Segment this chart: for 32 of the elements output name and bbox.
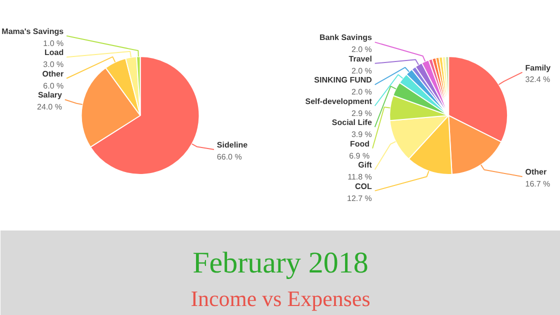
data-label: 24.0 % (37, 102, 62, 112)
data-label: 6.9 % (349, 151, 370, 160)
slice-label: Other (42, 69, 64, 78)
data-label: 2.0 % (351, 88, 372, 97)
slice-label: COL (355, 182, 372, 191)
slice-label: Mama's Savings (2, 26, 64, 36)
text: February 2018 (192, 246, 368, 280)
data-label: 2.0 % (351, 45, 372, 54)
slice-label: Food (350, 139, 370, 148)
data-label: 66.0 % (216, 152, 242, 162)
data-label: 32.4 % (525, 75, 550, 84)
slice-label: Social Life (332, 118, 372, 128)
data-label: 3.0 % (43, 60, 64, 70)
data-label: 2.9 % (351, 108, 372, 118)
slice-label: Gift (358, 160, 372, 170)
slice-label: Sideline (216, 140, 248, 150)
data-label: 3.9 % (351, 130, 372, 140)
slice-label: Bank Savings (319, 33, 372, 42)
slice-label: SINKING FUND (314, 76, 372, 85)
slice-label: Other (525, 168, 547, 177)
data-label: 12.7 % (347, 194, 372, 203)
slice-label: Load (44, 48, 64, 58)
slice-label: Travel (348, 54, 372, 64)
data-label: 11.8 % (348, 172, 372, 182)
data-label: 16.7 % (525, 180, 550, 189)
text: Income vs Expenses (190, 286, 370, 311)
data-label: 6.0 % (43, 81, 64, 90)
slice-label: Salary (38, 90, 63, 100)
slice-label: Family (525, 63, 552, 72)
data-label: 2.0 % (351, 66, 372, 76)
data-label: 1.0 % (43, 38, 64, 48)
slice-label: Self-development (305, 96, 372, 106)
